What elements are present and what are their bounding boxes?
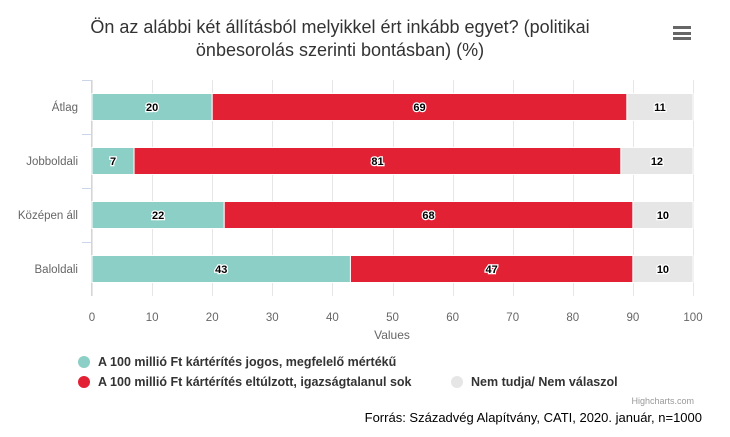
x-tick-label: 0: [89, 312, 95, 324]
legend-label: A 100 millió Ft kártérítés jogos, megfel…: [98, 355, 397, 369]
bar-segment[interactable]: [632, 255, 694, 283]
bar-segment[interactable]: [632, 201, 694, 229]
bar-segment[interactable]: [620, 147, 694, 175]
hamburger-menu-icon[interactable]: [673, 26, 691, 40]
bar-segment[interactable]: [91, 201, 225, 229]
x-tick-label: 60: [446, 312, 459, 324]
legend-item-jogos[interactable]: A 100 millió Ft kártérítés jogos, megfel…: [78, 355, 396, 369]
category-axis: Átlag Jobboldali Középen áll Baloldali: [18, 80, 92, 296]
data-label: 20: [146, 102, 158, 114]
y-category-label: Jobboldali: [26, 156, 78, 168]
data-label: 43: [215, 264, 227, 276]
value-axis: 0 10 20 30 40 50 60 70 80 90 100: [89, 312, 703, 324]
legend-marker: [78, 356, 90, 368]
data-label: 7: [110, 156, 116, 168]
legend-item-eltulzott[interactable]: A 100 millió Ft kártérítés eltúlzott, ig…: [78, 375, 412, 389]
bar-segment[interactable]: [91, 255, 351, 283]
data-label: 10: [657, 264, 669, 276]
bar-series: 20 69 11 7 81 12 22 68 10 43 47 10: [91, 93, 694, 283]
data-label: 47: [486, 264, 498, 276]
x-tick-label: 20: [206, 312, 219, 324]
legend-label: A 100 millió Ft kártérítés eltúlzott, ig…: [98, 375, 412, 389]
x-tick-label: 40: [326, 312, 339, 324]
bar-segment[interactable]: [626, 93, 694, 121]
legend-label: Nem tudja/ Nem válaszol: [471, 375, 618, 389]
y-category-label: Baloldali: [35, 264, 78, 276]
x-tick-label: 50: [386, 312, 399, 324]
bar-segment[interactable]: [211, 93, 628, 121]
data-label: 81: [371, 156, 383, 168]
legend-marker: [451, 376, 463, 388]
y-category-label: Középen áll: [18, 210, 78, 222]
x-axis-title: Values: [374, 328, 410, 342]
x-tick-label: 100: [683, 312, 702, 324]
legend-item-nem-tudja[interactable]: Nem tudja/ Nem válaszol: [451, 375, 618, 389]
data-label: 69: [413, 102, 425, 114]
credits-link[interactable]: Highcharts.com: [631, 396, 694, 406]
legend-marker: [78, 376, 90, 388]
bar-segment[interactable]: [91, 93, 213, 121]
data-label: 12: [651, 156, 663, 168]
data-label: 22: [152, 210, 164, 222]
bar-segment[interactable]: [223, 201, 634, 229]
x-tick-label: 70: [506, 312, 519, 324]
source-note: Forrás: Századvég Alapítvány, CATI, 2020…: [364, 410, 702, 425]
data-label: 10: [657, 210, 669, 222]
data-label: 68: [422, 210, 434, 222]
y-category-label: Átlag: [52, 101, 78, 114]
data-label: 11: [654, 102, 666, 114]
chart-title: Ön az alábbi két állításból melyikkel ér…: [90, 17, 590, 60]
bar-segment[interactable]: [133, 147, 622, 175]
bar-segment[interactable]: [91, 147, 135, 175]
x-tick-label: 80: [566, 312, 579, 324]
x-tick-label: 30: [266, 312, 279, 324]
bar-segment[interactable]: [349, 255, 634, 283]
x-tick-label: 90: [627, 312, 640, 324]
x-tick-label: 10: [146, 312, 159, 324]
